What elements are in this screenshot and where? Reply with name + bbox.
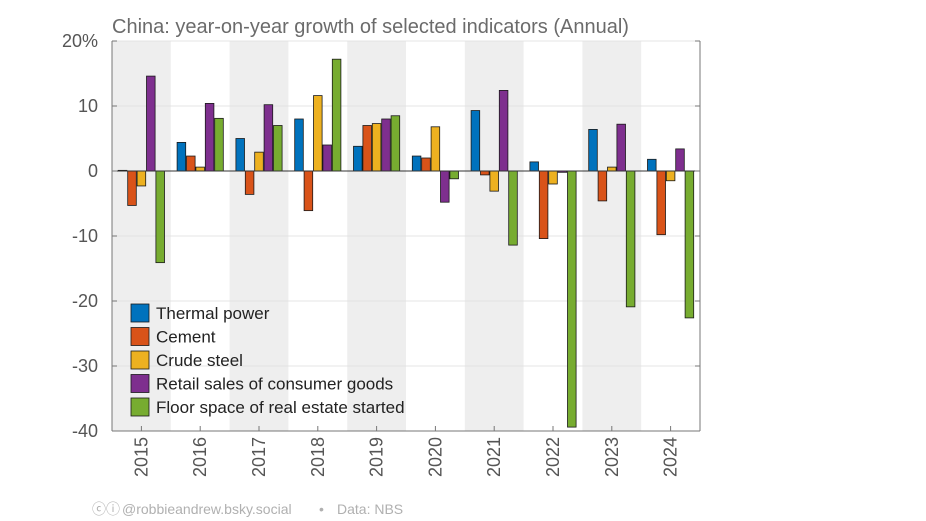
x-tick-label-2016: 2016 xyxy=(190,437,210,477)
y-tick-label: 20% xyxy=(62,31,98,51)
bar-2017-series-0 xyxy=(235,138,245,172)
legend-swatch xyxy=(130,350,150,370)
y-tick-labels: 20% 10 0 -10 -20 -30 -40 xyxy=(62,31,98,441)
bar-2021-series-0 xyxy=(470,110,481,172)
x-tick-labels: 2015 2016 2017 2018 2019 2020 2021 2022 2023 2024 xyxy=(131,437,680,477)
x-tick-label-2021: 2021 xyxy=(484,437,504,477)
x-tick-label-2018: 2018 xyxy=(308,437,328,477)
bar-2023-series-0 xyxy=(588,128,598,172)
bar-2017-series-4 xyxy=(273,125,283,172)
bar-2015-series-4 xyxy=(155,170,165,264)
x-tick-label-2020: 2020 xyxy=(425,437,445,477)
bar-2021-series-1 xyxy=(480,170,490,176)
bar-2024-series-3 xyxy=(675,148,685,172)
bar-2023-series-3 xyxy=(616,123,626,172)
bar-2016-series-3 xyxy=(204,103,215,172)
bar-2019-series-0 xyxy=(353,145,363,172)
credit-source: Data: NBS xyxy=(337,501,403,517)
bar-2023-series-4 xyxy=(625,170,636,308)
legend-label: Cement xyxy=(156,328,216,347)
bar-2016-series-2 xyxy=(195,166,205,172)
bar-2024-series-1 xyxy=(656,170,666,236)
bar-2018-series-0 xyxy=(294,118,304,172)
bar-2022-series-0 xyxy=(529,161,539,172)
bar-2023-series-2 xyxy=(607,166,617,172)
x-tick-label-2017: 2017 xyxy=(249,437,269,477)
bar-2016-series-4 xyxy=(214,117,224,172)
bar-2024-series-2 xyxy=(665,170,676,182)
bar-2019-series-3 xyxy=(381,118,391,172)
bar-2021-series-2 xyxy=(489,170,499,192)
bar-2016-series-1 xyxy=(186,155,196,172)
legend: Thermal power Cement Crude steel Retail sal… xyxy=(130,303,405,417)
x-tick-label-2024: 2024 xyxy=(661,437,681,477)
axes xyxy=(111,40,701,432)
bar-2019-series-1 xyxy=(362,125,372,172)
legend-label: Retail sales of consumer goods xyxy=(156,375,393,394)
bars xyxy=(117,58,695,428)
bar-2017-series-3 xyxy=(263,104,274,172)
bar-2024-series-4 xyxy=(684,170,695,319)
legend-swatch xyxy=(130,327,150,346)
x-tick-label-2019: 2019 xyxy=(367,437,387,477)
bar-2018-series-2 xyxy=(313,95,323,172)
y-tick-label: 10 xyxy=(78,96,98,116)
y-tick-label: -20 xyxy=(72,291,98,311)
bar-2016-series-0 xyxy=(176,141,187,172)
legend-swatch xyxy=(130,303,150,323)
bar-2018-series-3 xyxy=(322,144,332,172)
legend-label: Floor space of real estate started xyxy=(156,398,405,417)
bar-2020-series-0 xyxy=(411,155,422,172)
y-tick-label: -10 xyxy=(72,226,98,246)
bar-2020-series-3 xyxy=(440,170,450,203)
bar-2015-series-3 xyxy=(146,75,156,172)
bar-2023-series-1 xyxy=(597,170,608,202)
credit-author: @robbieandrew.bsky.social xyxy=(122,501,292,517)
bar-2017-series-2 xyxy=(254,151,264,172)
bar-2021-series-4 xyxy=(508,170,518,246)
bar-2022-series-4 xyxy=(567,170,577,428)
bar-2022-series-1 xyxy=(538,170,549,239)
bar-2021-series-3 xyxy=(498,90,509,172)
bar-2020-series-1 xyxy=(421,157,431,172)
chart-title: China: year-on-year growth of selected i… xyxy=(112,16,629,38)
bar-2015-series-2 xyxy=(136,170,147,187)
y-tick-label: -40 xyxy=(72,421,98,441)
legend-label: Thermal power xyxy=(156,304,270,323)
legend-label: Crude steel xyxy=(156,351,243,370)
bar-2018-series-4 xyxy=(331,58,342,172)
legend-swatch xyxy=(130,374,150,393)
y-tick-label: 0 xyxy=(88,161,98,181)
x-tick-label-2023: 2023 xyxy=(602,437,622,477)
bar-2022-series-2 xyxy=(548,170,558,185)
bar-2024-series-0 xyxy=(647,158,657,172)
credit-separator: • xyxy=(319,501,324,517)
bar-2020-series-4 xyxy=(449,170,459,180)
bar-2018-series-1 xyxy=(303,170,314,212)
bar-2019-series-4 xyxy=(390,115,401,172)
legend-swatch xyxy=(130,397,150,417)
bar-2019-series-2 xyxy=(371,123,382,172)
x-tick-label-2022: 2022 xyxy=(543,437,563,477)
x-tick-label-2015: 2015 xyxy=(131,437,151,477)
y-tick-label: -30 xyxy=(72,356,98,376)
bar-2015-series-1 xyxy=(127,170,137,206)
credit-line: ⓒⓘ @robbieandrew.bsky.social • Data: NBS xyxy=(92,501,403,517)
bar-2020-series-2 xyxy=(430,126,441,172)
bar-2017-series-1 xyxy=(244,170,255,195)
cc-license-icon: ⓒⓘ xyxy=(92,501,120,517)
